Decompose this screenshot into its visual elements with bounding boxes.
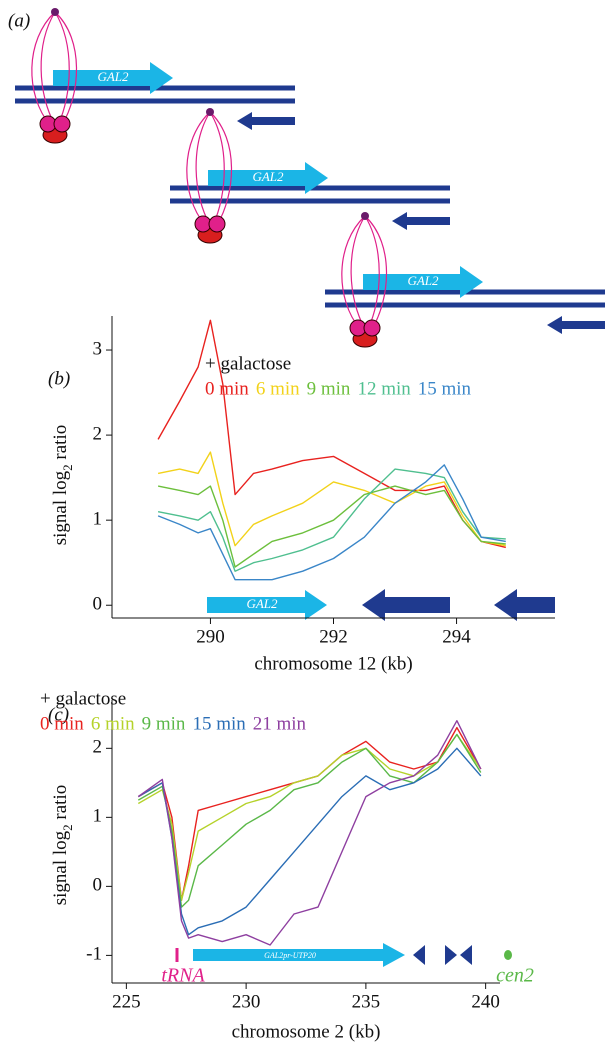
legend-entry: 6 min <box>91 713 135 734</box>
y-axis-label-part: ratio <box>50 785 71 825</box>
legend-title: + galactose <box>205 353 291 374</box>
gene-arrow <box>207 590 327 620</box>
gene-arrow <box>193 943 405 967</box>
gene-arrow <box>445 945 457 965</box>
legend-title: + galactose <box>40 688 126 709</box>
data-line <box>157 319 506 549</box>
gene-arrow <box>494 589 555 621</box>
panel-label: (b) <box>48 368 70 389</box>
x-tick-label: 225 <box>112 991 141 1012</box>
legend-entry: 15 min <box>192 713 246 734</box>
x-tick-label: 290 <box>196 626 225 647</box>
diagram-unit: GAL2 <box>15 8 295 143</box>
data-line <box>137 733 482 901</box>
y-tick-label: 1 <box>93 806 103 827</box>
data-line <box>137 733 482 908</box>
x-axis-label: chromosome 12 (kb) <box>254 653 412 674</box>
x-tick-label: 294 <box>442 626 471 647</box>
feature-label: tRNA <box>161 965 205 987</box>
diagram-unit: GAL2 <box>170 108 450 243</box>
legend-entry: 21 min <box>253 713 307 734</box>
gene-arrow <box>362 589 450 621</box>
gene-label: GAL2 <box>407 273 439 288</box>
y-axis-label-part: 2 <box>60 464 75 471</box>
legend-entry: 0 min <box>205 378 249 399</box>
legend-entry: 9 min <box>142 713 186 734</box>
diagram-unit: GAL2 <box>325 212 605 347</box>
y-axis-label: signal log2 ratio <box>50 785 75 906</box>
gene-arrow <box>460 945 472 965</box>
data-line <box>137 720 482 946</box>
y-axis-label-part: signal log <box>50 830 71 905</box>
x-tick-label: 230 <box>232 991 261 1012</box>
legend-entry: 6 min <box>256 378 300 399</box>
panel-label: (a) <box>8 10 30 31</box>
data-line <box>137 747 482 936</box>
y-axis-label: signal log2 ratio <box>50 425 75 546</box>
x-axis-label: chromosome 2 (kb) <box>232 1021 381 1042</box>
y-tick-label: 1 <box>93 509 103 530</box>
y-tick-label: 0 <box>93 875 103 896</box>
y-tick-label: 3 <box>93 338 103 359</box>
y-axis-label-part: ratio <box>50 425 71 465</box>
feature-label: cen2 <box>496 965 534 987</box>
legend-entry: 15 min <box>418 378 472 399</box>
centromere-mark <box>504 950 512 960</box>
gene-label: GAL2 <box>97 69 129 84</box>
y-axis-label-part: signal log <box>50 470 71 545</box>
x-tick-label: 292 <box>319 626 348 647</box>
y-tick-label: 0 <box>93 594 103 615</box>
legend-entry: 0 min <box>40 713 84 734</box>
y-tick-label: 2 <box>93 423 103 444</box>
gene-label: GAL2pr-UTP20 <box>264 951 316 960</box>
gene-arrow <box>413 945 425 965</box>
data-line <box>157 451 506 547</box>
data-line <box>157 464 506 581</box>
gene-label: GAL2 <box>246 596 278 611</box>
y-tick-label: 2 <box>93 737 103 758</box>
data-line <box>157 468 506 572</box>
x-tick-label: 240 <box>471 991 500 1012</box>
data-line <box>137 726 482 901</box>
gene-label: GAL2 <box>252 169 284 184</box>
data-line <box>157 485 506 568</box>
legend-entry: 12 min <box>357 378 411 399</box>
y-tick-label: -1 <box>86 944 102 965</box>
y-axis-label-part: 2 <box>60 824 75 831</box>
legend-entry: 9 min <box>307 378 351 399</box>
panel-label: (c) <box>48 704 69 725</box>
x-tick-label: 235 <box>352 991 381 1012</box>
